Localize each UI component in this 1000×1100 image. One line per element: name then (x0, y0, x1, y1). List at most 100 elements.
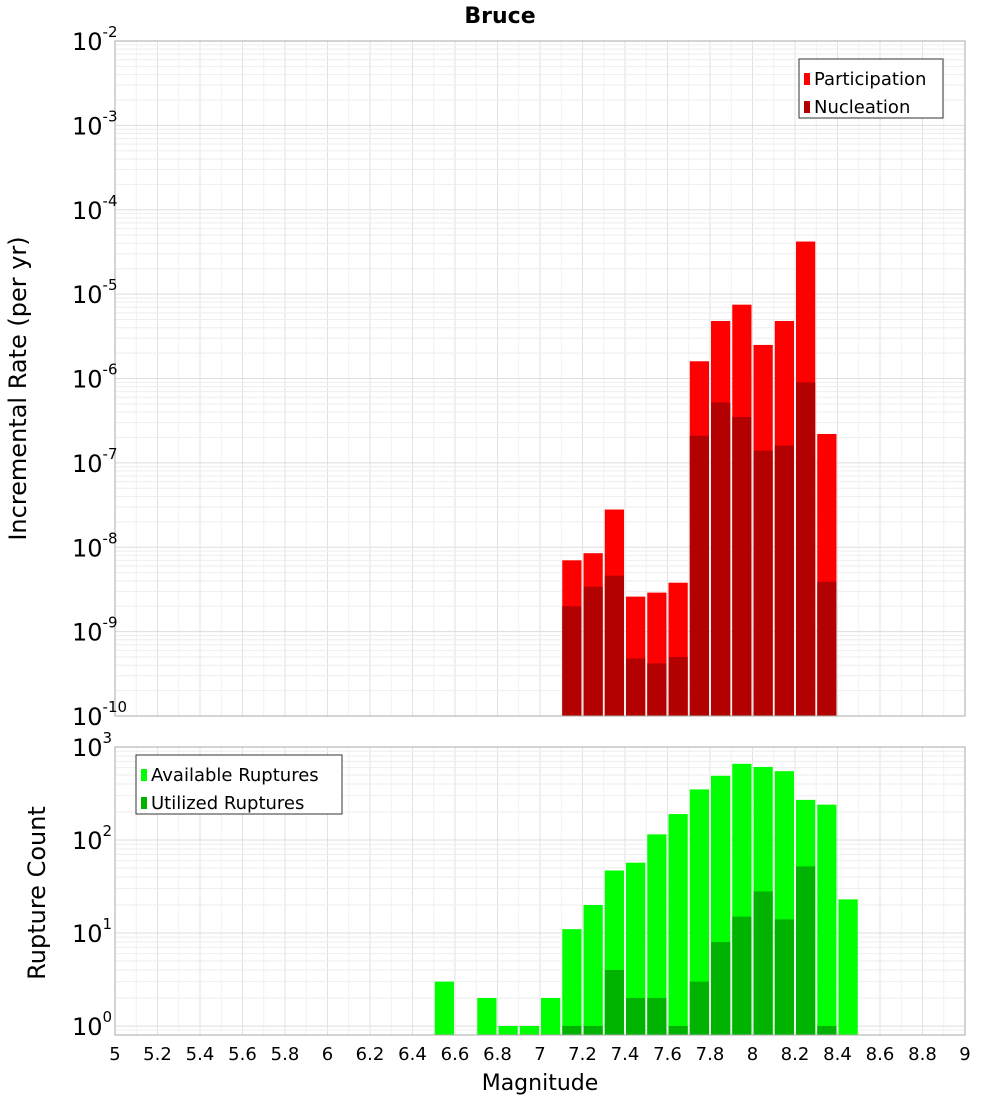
y-tick-base: 10 (72, 703, 103, 731)
bar-utilized-ruptures (689, 981, 709, 1035)
bar-utilized-ruptures (647, 997, 667, 1035)
y-tick-label: 103 (72, 729, 112, 762)
legend-label: Nucleation (814, 97, 910, 118)
legend-label: Participation (814, 69, 926, 90)
bar-nucleation (604, 575, 624, 716)
bar-available-ruptures (541, 997, 561, 1035)
y-tick-base: 10 (72, 366, 103, 394)
y-tick-base: 10 (72, 281, 103, 309)
y-tick-label: 10-8 (72, 529, 118, 562)
x-tick-label: 5 (109, 1044, 120, 1065)
x-tick-label: 7 (534, 1044, 545, 1065)
bottom-y-axis-label: Rupture Count (23, 806, 51, 980)
bottom-legend: Available Ruptures Utilized Ruptures (135, 754, 343, 815)
y-tick-label: 10-4 (72, 192, 118, 225)
y-tick-exponent: -4 (103, 192, 118, 210)
x-tick-label: 5.6 (228, 1044, 257, 1065)
bar-utilized-ruptures (732, 916, 752, 1035)
bar-available-ruptures (668, 814, 688, 1035)
bar-available-ruptures (477, 997, 497, 1035)
y-tick-base: 10 (72, 1013, 103, 1041)
bar-nucleation (796, 382, 816, 716)
bar-available-ruptures (838, 899, 858, 1035)
y-tick-base: 10 (72, 28, 103, 56)
top-y-ticks: 10-210-310-410-510-610-710-810-910-10 (72, 23, 127, 731)
x-tick-label: 9 (959, 1044, 970, 1065)
x-tick-label: 6.4 (398, 1044, 427, 1065)
bar-available-ruptures (519, 1025, 539, 1035)
bar-utilized-ruptures (668, 1025, 688, 1035)
y-tick-label: 10-2 (72, 23, 118, 56)
y-tick-label: 102 (72, 822, 112, 855)
bar-utilized-ruptures (796, 866, 816, 1035)
bar-utilized-ruptures (583, 1025, 603, 1035)
legend-label: Available Ruptures (151, 765, 319, 786)
top-y-axis-label: Incremental Rate (per yr) (4, 236, 32, 540)
bar-nucleation (647, 663, 667, 716)
bar-available-ruptures (689, 789, 709, 1035)
x-tick-label: 8.4 (823, 1044, 852, 1065)
x-tick-label: 5.2 (143, 1044, 172, 1065)
bar-utilized-ruptures (626, 997, 646, 1035)
y-tick-exponent: -6 (103, 361, 118, 379)
x-tick-label: 6.8 (483, 1044, 512, 1065)
bottom-bars (434, 763, 858, 1035)
x-tick-label: 7.6 (653, 1044, 682, 1065)
bar-nucleation (817, 581, 837, 716)
top-plot-border (114, 40, 966, 717)
x-tick-label: 7.4 (611, 1044, 640, 1065)
bar-nucleation (668, 657, 688, 716)
y-tick-base: 10 (72, 734, 103, 762)
x-tick-label: 8.2 (781, 1044, 810, 1065)
legend-box (135, 754, 343, 815)
y-tick-exponent: -2 (103, 23, 118, 41)
bar-nucleation (626, 658, 646, 716)
x-tick-label: 6.2 (356, 1044, 385, 1065)
y-tick-label: 10-6 (72, 361, 118, 394)
y-tick-label: 100 (72, 1008, 112, 1041)
y-tick-base: 10 (72, 534, 103, 562)
bar-utilized-ruptures (562, 1025, 582, 1035)
x-tick-label: 6.6 (441, 1044, 470, 1065)
legend-swatch (804, 73, 810, 85)
bar-available-ruptures (647, 834, 667, 1035)
y-tick-exponent: 1 (103, 915, 113, 933)
y-tick-base: 10 (72, 197, 103, 225)
y-tick-base: 10 (72, 619, 103, 647)
bar-available-ruptures (434, 981, 454, 1035)
bar-available-ruptures (626, 862, 646, 1035)
x-tick-label: 8.8 (908, 1044, 937, 1065)
bar-nucleation (689, 435, 709, 716)
y-tick-exponent: -7 (103, 445, 118, 463)
bar-nucleation (711, 402, 731, 716)
x-axis-label: Magnitude (482, 1071, 599, 1096)
top-legend: Participation Nucleation (798, 58, 944, 119)
legend-swatch (141, 769, 147, 781)
y-tick-exponent: -8 (103, 529, 118, 547)
y-tick-exponent: 2 (103, 822, 113, 840)
y-tick-label: 10-7 (72, 445, 118, 478)
y-tick-label: 101 (72, 915, 112, 948)
bar-utilized-ruptures (817, 1025, 837, 1035)
y-tick-exponent: -3 (103, 107, 118, 125)
x-tick-label: 8.6 (866, 1044, 895, 1065)
y-tick-label: 10-9 (72, 614, 118, 647)
bar-utilized-ruptures (774, 919, 794, 1035)
bar-available-ruptures (562, 929, 582, 1035)
top-panel: 10-210-310-410-510-610-710-810-910-10 In… (4, 23, 966, 731)
x-tick-label: 8 (747, 1044, 758, 1065)
y-tick-label: 10-5 (72, 276, 118, 309)
y-tick-label: 10-10 (72, 698, 127, 731)
y-tick-exponent: -10 (103, 698, 128, 716)
bar-nucleation (583, 586, 603, 716)
legend-swatch (804, 101, 810, 113)
x-tick-label: 5.4 (186, 1044, 215, 1065)
bar-nucleation (753, 450, 773, 716)
y-tick-base: 10 (72, 450, 103, 478)
bar-nucleation (732, 416, 752, 716)
bar-nucleation (562, 606, 582, 716)
x-tick-label: 7.2 (568, 1044, 597, 1065)
